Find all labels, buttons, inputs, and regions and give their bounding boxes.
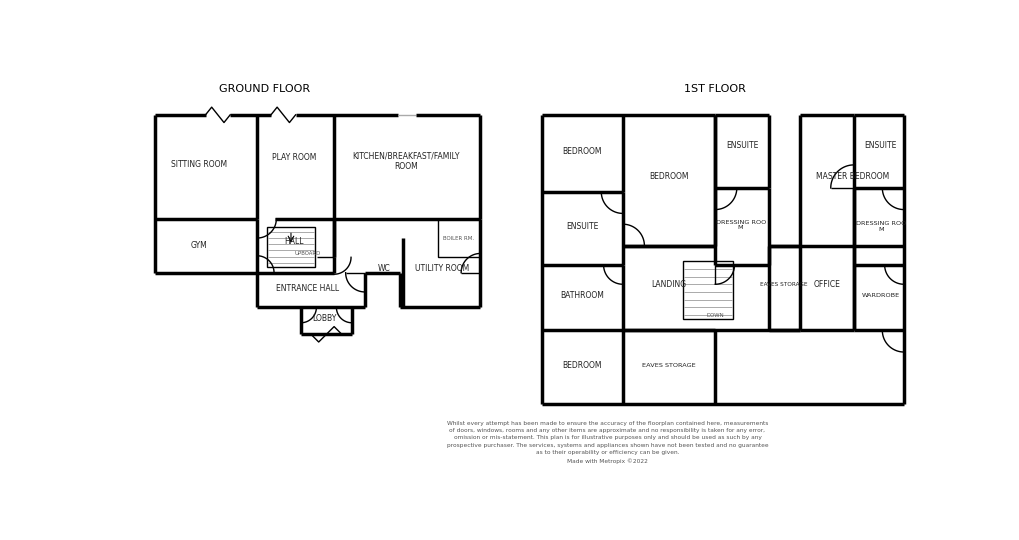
Text: MASTER BEDROOM: MASTER BEDROOM — [815, 172, 889, 181]
Text: 1ST FLOOR: 1ST FLOOR — [684, 84, 746, 94]
Text: ENSUITE: ENSUITE — [726, 141, 758, 150]
Text: Whilst every attempt has been made to ensure the accuracy of the floorplan conta: Whilst every attempt has been made to en… — [446, 421, 767, 464]
Text: BEDROOM: BEDROOM — [561, 361, 601, 369]
Text: DRESSING ROO
M: DRESSING ROO M — [715, 220, 765, 231]
Text: OFFICE: OFFICE — [813, 280, 840, 289]
Text: WC: WC — [377, 265, 390, 273]
Text: LANDING: LANDING — [651, 280, 686, 289]
Bar — [683, 261, 733, 319]
Text: EAVES STORAGE: EAVES STORAGE — [642, 362, 695, 368]
Text: BEDROOM: BEDROOM — [561, 146, 601, 156]
Text: KITCHEN/BREAKFAST/FAMILY
ROOM: KITCHEN/BREAKFAST/FAMILY ROOM — [352, 151, 459, 171]
Text: DOWN: DOWN — [706, 313, 723, 318]
Bar — [437, 219, 480, 257]
Text: EAVES STORAGE: EAVES STORAGE — [759, 282, 807, 287]
Text: BOILER RM.: BOILER RM. — [443, 235, 474, 240]
Text: UPBOARD: UPBOARD — [293, 251, 320, 256]
Text: ENSUITE: ENSUITE — [566, 222, 597, 231]
Text: GYM: GYM — [191, 241, 208, 250]
Text: SITTING ROOM: SITTING ROOM — [171, 160, 227, 170]
Text: UTILITY ROOM: UTILITY ROOM — [415, 265, 469, 273]
Text: BEDROOM: BEDROOM — [649, 172, 688, 181]
Text: DRESSING ROO
M: DRESSING ROO M — [855, 221, 905, 232]
Text: WARDROBE: WARDROBE — [861, 293, 899, 298]
Text: GROUND FLOOR: GROUND FLOOR — [219, 84, 310, 94]
Text: LOBBY: LOBBY — [313, 314, 336, 323]
Text: BATHROOM: BATHROOM — [559, 291, 603, 300]
Text: PLAY ROOM: PLAY ROOM — [272, 153, 316, 161]
Text: ENTRANCE HALL: ENTRANCE HALL — [275, 284, 338, 293]
Text: ENSUITE: ENSUITE — [864, 141, 896, 150]
Bar — [267, 226, 315, 267]
Text: HALL: HALL — [284, 238, 304, 246]
